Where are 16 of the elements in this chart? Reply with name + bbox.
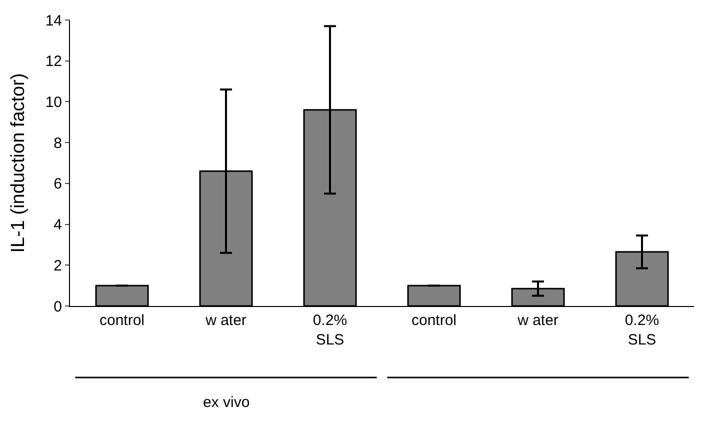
y-axis-title: IL-1 (induction factor) [8, 73, 30, 253]
y-tick-label: 4 [54, 216, 62, 234]
x-tick-label: control [411, 312, 457, 329]
y-tick-label: 2 [54, 257, 62, 274]
x-tick-label: w ater [204, 312, 246, 329]
x-tick-label: 0.2% SLS [624, 312, 660, 348]
x-tick-label: 0.2% SLS [312, 312, 348, 348]
y-tick-label: 10 [45, 94, 62, 111]
text: ex vivo [203, 394, 250, 411]
y-tick-label: 14 [45, 12, 62, 30]
y-tick-label: 6 [54, 176, 62, 193]
x-tick-label: w ater [516, 312, 558, 329]
y-tick-label: 0 [54, 298, 62, 316]
y-tick-label: 8 [54, 134, 62, 152]
y-tick-label: 12 [45, 53, 62, 70]
x-tick-label: control [99, 312, 145, 329]
